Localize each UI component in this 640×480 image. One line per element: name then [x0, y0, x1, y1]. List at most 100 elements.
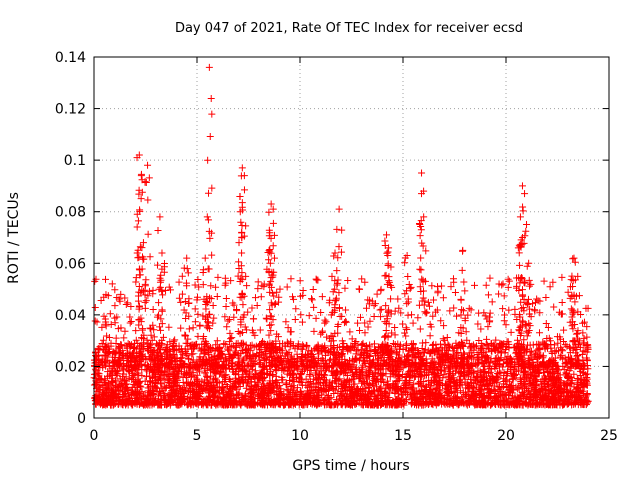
data-point	[288, 352, 296, 360]
data-point	[156, 388, 164, 396]
data-point	[127, 317, 135, 325]
data-point	[460, 278, 468, 286]
data-point	[344, 277, 352, 285]
data-point	[564, 381, 572, 389]
data-point	[322, 318, 330, 326]
data-point	[471, 281, 479, 289]
data-point	[296, 277, 304, 285]
data-point	[122, 301, 130, 309]
data-point	[149, 305, 157, 313]
data-point	[91, 317, 99, 325]
data-point	[560, 326, 568, 334]
data-point	[196, 322, 204, 330]
data-point	[340, 319, 348, 327]
data-point	[375, 386, 383, 394]
data-point	[193, 376, 201, 384]
data-point	[346, 328, 354, 336]
data-point	[283, 283, 291, 291]
data-point	[505, 306, 513, 314]
data-point	[257, 293, 265, 301]
data-point	[203, 373, 211, 381]
data-point	[91, 303, 99, 311]
data-point	[583, 390, 591, 398]
data-point	[554, 339, 562, 347]
data-point	[177, 324, 185, 332]
data-point	[376, 306, 384, 314]
data-points	[90, 63, 592, 409]
data-point	[310, 303, 318, 311]
data-point	[488, 298, 496, 306]
data-point	[377, 287, 385, 295]
data-point	[470, 368, 478, 376]
data-point	[265, 331, 273, 339]
data-point	[560, 365, 568, 373]
data-point	[185, 325, 193, 333]
data-point	[558, 310, 566, 318]
data-point	[584, 365, 592, 373]
data-point	[421, 345, 429, 353]
data-point	[477, 325, 485, 333]
data-point	[289, 378, 297, 386]
data-point	[126, 313, 134, 321]
data-point	[141, 298, 149, 306]
data-point	[175, 278, 183, 286]
data-point	[475, 309, 483, 317]
data-point	[313, 276, 321, 284]
data-point	[409, 319, 417, 327]
chart-title: Day 047 of 2021, Rate Of TEC Index for r…	[175, 21, 523, 36]
data-point	[102, 275, 110, 283]
data-point	[309, 285, 317, 293]
data-point	[558, 299, 566, 307]
data-point	[179, 378, 187, 386]
data-point	[449, 275, 457, 283]
data-point	[542, 294, 550, 302]
data-point	[462, 328, 470, 336]
data-point	[321, 319, 329, 327]
data-point	[222, 295, 230, 303]
data-point	[370, 340, 378, 348]
data-point	[391, 323, 399, 331]
data-point	[551, 348, 559, 356]
data-point	[476, 381, 484, 389]
data-point	[438, 282, 446, 290]
data-point	[423, 308, 431, 316]
data-point	[558, 346, 566, 354]
data-point	[271, 300, 279, 308]
data-point	[318, 293, 326, 301]
data-point	[142, 373, 150, 381]
data-point	[407, 366, 415, 374]
data-point	[308, 296, 316, 304]
data-point	[305, 312, 313, 320]
data-point	[342, 306, 350, 314]
data-point	[527, 280, 535, 288]
data-point	[175, 294, 183, 302]
data-point	[178, 272, 186, 280]
data-point	[540, 277, 548, 285]
data-point	[214, 273, 222, 281]
data-point	[121, 327, 129, 335]
data-point	[558, 273, 566, 281]
data-point	[439, 294, 447, 302]
data-point	[126, 319, 134, 327]
data-point	[425, 302, 433, 310]
data-point	[474, 320, 482, 328]
data-point	[109, 358, 117, 366]
data-point	[120, 334, 128, 342]
data-point	[500, 292, 508, 300]
data-point	[223, 323, 231, 331]
data-point	[297, 311, 305, 319]
data-point	[276, 285, 284, 293]
data-point	[511, 344, 519, 352]
data-point	[251, 294, 259, 302]
data-point	[287, 275, 295, 283]
data-point	[221, 372, 229, 380]
data-point	[177, 298, 185, 306]
data-point	[291, 315, 299, 323]
data-point	[292, 305, 300, 313]
data-point	[127, 302, 135, 310]
data-point	[499, 280, 507, 288]
data-point	[112, 334, 120, 342]
data-point	[507, 328, 515, 336]
data-point	[316, 370, 324, 378]
data-point	[111, 319, 119, 327]
